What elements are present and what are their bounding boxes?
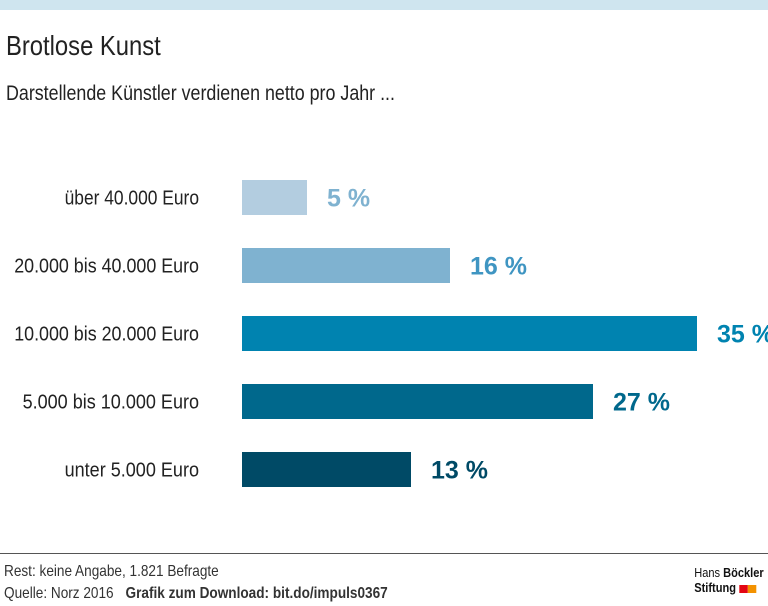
logo-text-boeckler: Böckler [723,565,764,580]
category-label: 5.000 bis 10.000 Euro [23,392,199,414]
data-label: 5 % [327,185,370,213]
logo-text-hans: Hans [694,565,721,580]
logo-red-square [739,584,748,593]
footer-note: Rest: keine Angabe, 1.821 Befragte [4,563,219,580]
hans-boeckler-logo: Hans Böckler Stiftung [695,565,764,595]
bar [242,384,593,419]
footer-source: Quelle: Norz 2016 [4,585,114,602]
bar-chart: über 40.000 Euro 5 % 20.000 bis 40.000 Eur… [14,180,768,487]
data-label: 16 % [470,253,527,281]
data-label: 35 % [717,321,768,349]
chart-subtitle: Darstellende Künstler verdienen netto pr… [6,82,395,105]
top-band [0,0,768,10]
footer-download-link[interactable]: Grafik zum Download: bit.do/impuls0367 [125,585,388,602]
chart-title: Brotlose Kunst [6,30,161,61]
data-label: 27 % [613,389,670,417]
category-label: unter 5.000 Euro [65,460,199,482]
bar [242,452,411,487]
bar [242,248,450,283]
footer-divider [0,553,768,554]
category-label: 10.000 bis 20.000 Euro [14,324,199,346]
bar [242,180,307,215]
bar [242,316,697,351]
category-label: über 40.000 Euro [65,188,199,210]
logo-orange-square [747,584,757,593]
logo-text-stiftung: Stiftung [694,580,737,595]
data-label: 13 % [431,457,488,485]
footer-source-line: Quelle: Norz 2016 Grafik zum Download: bi… [4,585,388,603]
category-label: 20.000 bis 40.000 Euro [14,256,199,278]
